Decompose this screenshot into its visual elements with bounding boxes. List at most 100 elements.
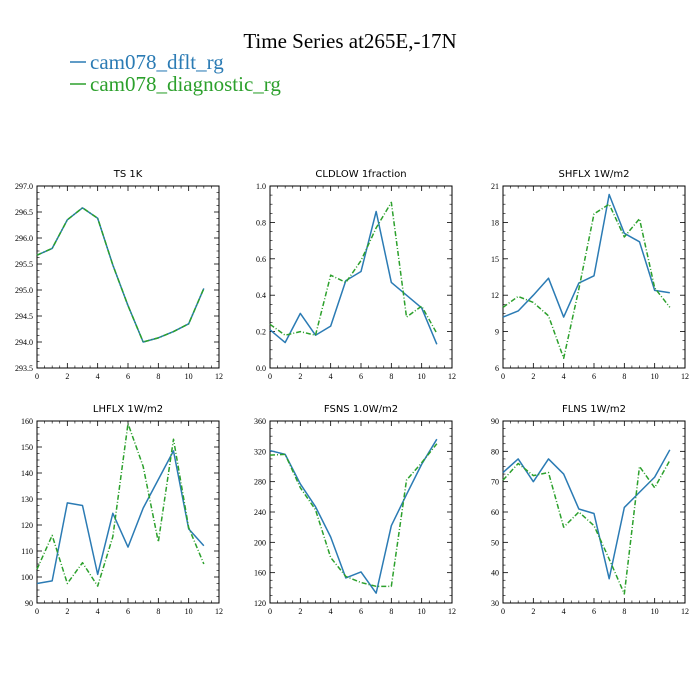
x-tick-label: 6 [592, 372, 596, 381]
x-tick-label: 6 [126, 607, 130, 616]
panel-4: LHFLX 1W/m2 0 2 4 6 8 10 12 90 100 110 120 130 140 150… [21, 404, 223, 616]
y-tick-label: 293.5 [15, 364, 33, 373]
y-tick-label: 150 [21, 443, 33, 452]
panel-title: SHFLX 1W/m2 [559, 169, 630, 180]
y-tick-label: 294.0 [15, 338, 33, 347]
panel-3: SHFLX 1W/m2 0 2 4 6 8 10 12 6 9 12 15 18 21 [491, 169, 689, 381]
x-tick-label: 2 [298, 607, 302, 616]
y-tick-label: 320 [254, 447, 266, 456]
x-tick-label: 6 [592, 607, 596, 616]
y-tick-label: 0.6 [256, 255, 266, 264]
y-tick-label: 0.0 [256, 364, 266, 373]
x-tick-label: 8 [622, 607, 626, 616]
y-tick-label: 15 [491, 255, 499, 264]
series-line-diagnostic [36, 207, 205, 343]
x-tick-label: 4 [329, 607, 333, 616]
x-tick-label: 4 [562, 372, 566, 381]
series-line-dflt [502, 193, 670, 318]
legend-label-2: cam078_diagnostic_rg [90, 72, 281, 96]
x-tick-label: 0 [268, 607, 272, 616]
x-tick-label: 2 [65, 607, 69, 616]
x-tick-label: 4 [329, 372, 333, 381]
x-tick-label: 8 [389, 607, 393, 616]
x-tick-label: 0 [501, 372, 505, 381]
y-tick-label: 160 [21, 417, 33, 426]
x-tick-label: 10 [418, 372, 426, 381]
x-tick-label: 4 [96, 372, 100, 381]
x-tick-label: 10 [651, 607, 659, 616]
y-tick-label: 120 [254, 599, 266, 608]
x-tick-label: 10 [418, 607, 426, 616]
panel-6: FLNS 1W/m2 0 2 4 6 8 10 12 30 40 50 60 70 80 90 [491, 404, 689, 616]
legend: cam078_dflt_rg cam078_diagnostic_rg [70, 50, 281, 96]
x-tick-label: 0 [35, 372, 39, 381]
y-tick-label: 296.0 [15, 234, 33, 243]
y-tick-label: 295.0 [15, 286, 33, 295]
y-tick-label: 360 [254, 417, 266, 426]
x-tick-label: 4 [562, 607, 566, 616]
y-tick-label: 160 [254, 569, 266, 578]
y-tick-label: 0.4 [256, 291, 266, 300]
panel-title: LHFLX 1W/m2 [93, 404, 163, 415]
panel-title: CLDLOW 1fraction [315, 169, 406, 180]
y-tick-label: 60 [491, 508, 499, 517]
y-tick-label: 0.8 [256, 218, 266, 227]
x-tick-label: 12 [681, 607, 689, 616]
series-line-diagnostic [502, 203, 671, 360]
series-line-dflt [502, 449, 671, 580]
x-tick-label: 6 [126, 372, 130, 381]
y-tick-label: 70 [491, 478, 499, 487]
x-tick-label: 8 [156, 607, 160, 616]
x-tick-label: 10 [185, 372, 193, 381]
x-tick-label: 8 [156, 372, 160, 381]
y-tick-label: 1.0 [256, 182, 266, 191]
y-tick-label: 18 [491, 218, 499, 227]
x-tick-label: 2 [298, 372, 302, 381]
legend-entry-1: cam078_dflt_rg [70, 50, 224, 74]
y-tick-label: 200 [254, 538, 266, 547]
series-line-dflt [269, 210, 438, 345]
series-line-dflt [269, 438, 438, 594]
y-tick-label: 6 [495, 364, 499, 373]
y-tick-label: 296.5 [15, 208, 33, 217]
x-tick-label: 8 [622, 372, 626, 381]
legend-entry-2: cam078_diagnostic_rg [70, 72, 281, 96]
y-tick-label: 9 [495, 328, 499, 337]
x-tick-label: 12 [681, 372, 689, 381]
y-tick-label: 294.5 [15, 312, 33, 321]
x-tick-label: 6 [359, 607, 363, 616]
figure-title: Time Series at265E,-17N [243, 29, 456, 53]
x-tick-label: 10 [185, 607, 193, 616]
x-tick-label: 0 [268, 372, 272, 381]
x-tick-label: 4 [96, 607, 100, 616]
panel-1: TS 1K 0 2 4 6 8 10 12 293.5 294.0 294.5 295.0 295.5 2… [15, 169, 223, 381]
y-tick-label: 80 [491, 447, 499, 456]
y-tick-label: 130 [21, 495, 33, 504]
y-tick-label: 90 [25, 599, 33, 608]
y-tick-label: 110 [21, 547, 33, 556]
x-tick-label: 8 [389, 372, 393, 381]
panel-title: FLNS 1W/m2 [562, 404, 626, 415]
series-line-diagnostic [269, 443, 438, 588]
x-tick-label: 2 [531, 607, 535, 616]
y-tick-label: 120 [21, 521, 33, 530]
x-tick-label: 12 [215, 372, 223, 381]
panel-2: CLDLOW 1fraction 0 2 4 6 8 10 12 0.0 0.2 0.4 0.6 0.8… [256, 169, 456, 381]
x-tick-label: 10 [651, 372, 659, 381]
x-tick-label: 0 [501, 607, 505, 616]
y-tick-label: 100 [21, 573, 33, 582]
panels: TS 1K 0 2 4 6 8 10 12 293.5 294.0 294.5 295.0 295.5 2… [15, 169, 689, 616]
y-tick-label: 12 [491, 291, 499, 300]
y-tick-label: 40 [491, 569, 499, 578]
legend-label-1: cam078_dflt_rg [90, 50, 224, 74]
y-tick-label: 295.5 [15, 260, 33, 269]
series-line-diagnostic [269, 201, 438, 336]
x-tick-label: 12 [215, 607, 223, 616]
y-tick-label: 0.2 [256, 328, 266, 337]
x-tick-label: 2 [65, 372, 69, 381]
y-tick-label: 21 [491, 182, 499, 191]
y-tick-label: 297.0 [15, 182, 33, 191]
panel-title: FSNS 1.0W/m2 [324, 404, 398, 415]
x-tick-label: 6 [359, 372, 363, 381]
